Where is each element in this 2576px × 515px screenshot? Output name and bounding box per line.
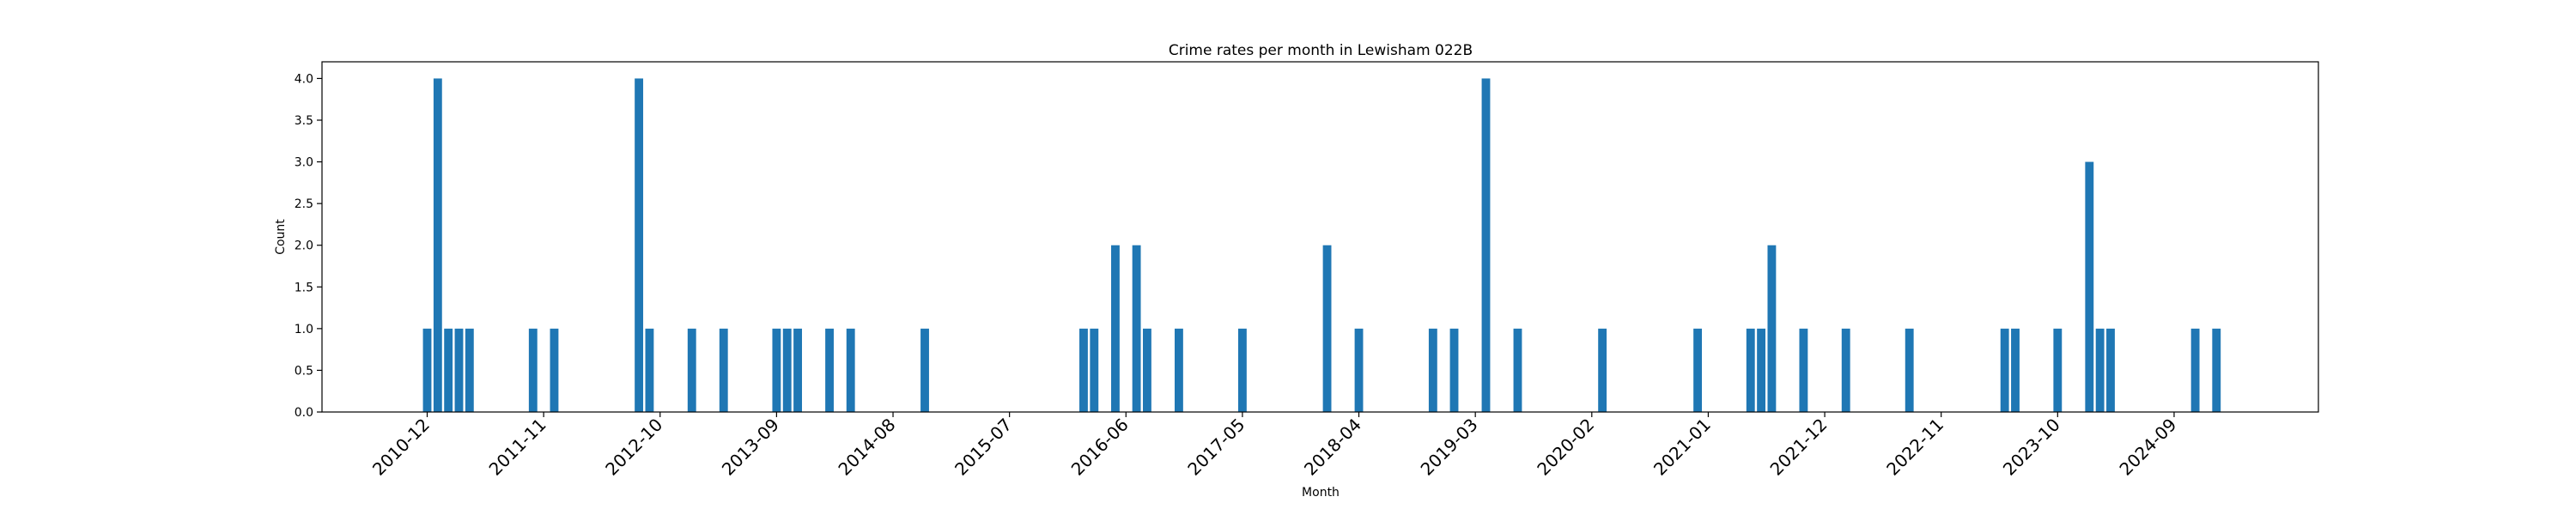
bar [920, 328, 929, 412]
bar [1449, 328, 1459, 412]
bar [772, 328, 781, 412]
bar [1079, 328, 1088, 412]
bar [2000, 328, 2009, 412]
bar [1090, 328, 1099, 412]
bar [1693, 328, 1703, 412]
y-tick-label: 0.0 [295, 406, 313, 420]
x-tick-label: 2018-04 [1300, 415, 1365, 480]
x-tick-label: 2011-11 [485, 415, 550, 480]
x-tick-label: 2012-10 [601, 415, 666, 480]
bar [645, 328, 654, 412]
y-tick-label: 2.5 [295, 197, 313, 211]
bar [782, 328, 792, 412]
x-tick-label: 2019-03 [1417, 415, 1482, 480]
bar [2106, 328, 2115, 412]
bar [1841, 328, 1850, 412]
chart-title: Crime rates per month in Lewisham 022B [1169, 42, 1473, 59]
bar [1428, 328, 1437, 412]
x-tick-label: 2020-02 [1533, 415, 1598, 480]
bar [1111, 245, 1120, 412]
bar [1481, 78, 1491, 413]
x-tick-label: 2013-09 [718, 415, 783, 480]
bar [2053, 328, 2063, 412]
y-tick-label: 0.5 [295, 364, 313, 378]
bar [1799, 328, 1808, 412]
x-axis-label: Month [1302, 486, 1340, 500]
x-tick-label: 2021-01 [1649, 415, 1715, 480]
bar [1757, 328, 1766, 412]
x-tick-label: 2010-12 [368, 415, 434, 480]
bar [1132, 245, 1141, 412]
bar [1175, 328, 1183, 412]
bar [1513, 328, 1522, 412]
x-tick-label: 2023-10 [1999, 415, 2064, 480]
x-tick-label: 2014-08 [834, 415, 899, 480]
plot-area [422, 78, 2221, 413]
bar [687, 328, 696, 412]
y-tick-label: 3.0 [295, 156, 313, 170]
bar [528, 328, 538, 412]
x-tick-label: 2022-11 [1882, 415, 1947, 480]
bar [1598, 328, 1607, 412]
x-tick-label: 2021-12 [1766, 415, 1832, 480]
bar [433, 78, 442, 413]
bar [635, 78, 644, 413]
bar [719, 328, 728, 412]
bar [465, 328, 474, 412]
bar [2085, 161, 2094, 412]
y-tick-label: 2.0 [295, 239, 313, 253]
bar [1237, 328, 1247, 412]
bar [1354, 328, 1364, 412]
bar [454, 328, 464, 412]
y-tick-label: 3.5 [295, 114, 313, 128]
bar [2011, 328, 2020, 412]
bar [825, 328, 834, 412]
bar [422, 328, 432, 412]
y-axis: 0.0 0.5 1.0 1.5 2.0 2.5 3.0 3.5 4.0 [295, 72, 322, 420]
x-tick-label: 2016-06 [1067, 415, 1133, 480]
bar [1767, 245, 1777, 412]
bar [793, 328, 802, 412]
x-tick-label: 2015-07 [951, 415, 1016, 480]
bar [1746, 328, 1755, 412]
y-tick-label: 4.0 [295, 72, 313, 86]
y-tick-label: 1.5 [295, 281, 313, 294]
y-tick-label: 1.0 [295, 323, 313, 336]
x-tick-label: 2024-09 [2115, 415, 2180, 480]
y-axis-label: Count [274, 219, 288, 255]
bar [2095, 328, 2105, 412]
bar [1322, 245, 1332, 412]
bar [550, 328, 559, 412]
bar [1905, 328, 1914, 412]
plot-frame [321, 61, 2319, 413]
bar [444, 328, 453, 412]
bar [1143, 328, 1151, 412]
x-tick-label: 2017-05 [1183, 415, 1249, 480]
bar [2212, 328, 2221, 412]
bar [846, 328, 855, 412]
bar [2190, 328, 2200, 412]
x-axis: 2010-12 2011-11 2012-10 2013-09 2014-08 2015-… [368, 412, 2180, 480]
